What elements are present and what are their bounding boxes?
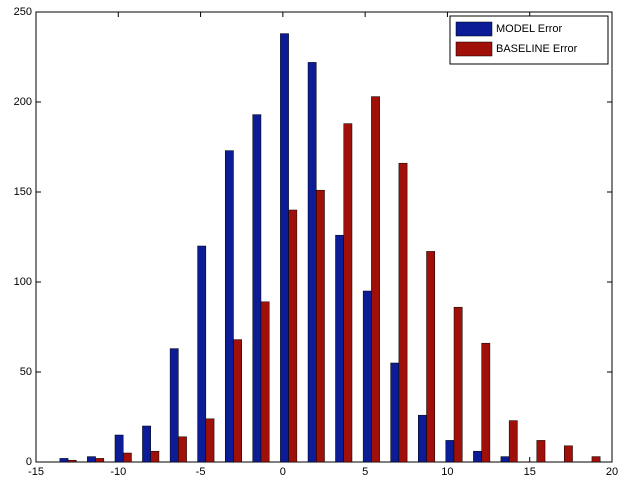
y-tick-label: 150 xyxy=(14,186,32,198)
y-tick-label: 0 xyxy=(26,456,32,468)
x-tick-label: 15 xyxy=(524,466,536,478)
y-tick-label: 100 xyxy=(14,276,32,288)
bar xyxy=(67,459,77,463)
bar xyxy=(233,339,242,463)
bar xyxy=(252,114,262,463)
bar xyxy=(178,436,187,463)
bar xyxy=(335,234,344,463)
bar xyxy=(536,440,546,463)
y-tick-label: 200 xyxy=(14,96,32,108)
bar xyxy=(260,301,270,463)
x-tick-label: 10 xyxy=(441,466,453,478)
bar xyxy=(87,456,96,463)
bar xyxy=(280,33,289,463)
bar xyxy=(481,342,491,463)
x-tick-label: -10 xyxy=(110,466,126,478)
bar xyxy=(362,290,372,463)
x-tick-label: 5 xyxy=(362,466,368,478)
bar xyxy=(426,251,436,463)
x-tick-label: -5 xyxy=(196,466,206,478)
legend-swatch xyxy=(455,21,493,37)
bar xyxy=(390,362,400,463)
y-tick-label: 250 xyxy=(14,6,32,18)
bar xyxy=(453,306,463,463)
bar xyxy=(445,440,455,463)
legend-label: BASELINE Error xyxy=(496,43,578,55)
legend-label: MODEL Error xyxy=(496,23,563,35)
bar xyxy=(371,96,380,463)
bar xyxy=(150,450,160,463)
bar xyxy=(114,434,124,463)
bar xyxy=(316,189,325,463)
x-tick-label: -15 xyxy=(28,466,44,478)
bar xyxy=(343,123,353,463)
bar xyxy=(307,62,317,463)
bar xyxy=(418,414,427,463)
bar xyxy=(508,420,518,463)
bar xyxy=(95,458,105,463)
bar xyxy=(500,456,510,463)
bar xyxy=(169,348,179,463)
bar xyxy=(122,452,132,463)
y-tick-label: 50 xyxy=(20,366,32,378)
bar xyxy=(197,245,207,463)
legend-swatch xyxy=(455,41,493,57)
x-tick-label: 20 xyxy=(606,466,618,478)
bar xyxy=(288,209,298,463)
bar xyxy=(142,425,151,463)
x-tick-label: 0 xyxy=(280,466,286,478)
bar xyxy=(564,445,573,463)
bar xyxy=(224,150,234,463)
bar xyxy=(591,456,601,463)
bar xyxy=(398,162,408,463)
bar xyxy=(473,450,482,463)
bar xyxy=(59,458,69,463)
bar xyxy=(205,418,215,463)
